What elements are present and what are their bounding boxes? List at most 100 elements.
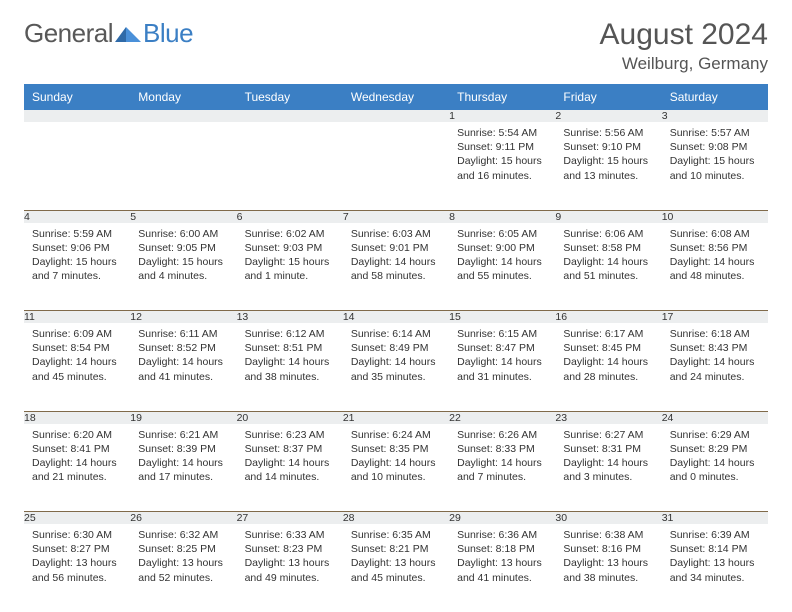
day-number: 27 (237, 512, 343, 524)
day-cell: Sunrise: 6:15 AMSunset: 8:47 PMDaylight:… (449, 323, 555, 411)
day-cell: Sunrise: 6:02 AMSunset: 9:03 PMDaylight:… (237, 223, 343, 311)
daylight-line: Daylight: 14 hours and 7 minutes. (457, 456, 547, 484)
daylight-line: Daylight: 14 hours and 48 minutes. (670, 255, 760, 283)
calendar-table: SundayMondayTuesdayWednesdayThursdayFrid… (24, 84, 768, 612)
day-details: Sunrise: 5:54 AMSunset: 9:11 PMDaylight:… (449, 122, 555, 189)
day-details: Sunrise: 6:14 AMSunset: 8:49 PMDaylight:… (343, 323, 449, 390)
sunset-line: Sunset: 8:41 PM (32, 442, 122, 456)
day-number: 30 (555, 512, 661, 524)
sunrise-line: Sunrise: 6:09 AM (32, 327, 122, 341)
day-details: Sunrise: 6:35 AMSunset: 8:21 PMDaylight:… (343, 524, 449, 591)
day-details: Sunrise: 6:26 AMSunset: 8:33 PMDaylight:… (449, 424, 555, 491)
day-details: Sunrise: 6:09 AMSunset: 8:54 PMDaylight:… (24, 323, 130, 390)
daylight-line: Daylight: 14 hours and 35 minutes. (351, 355, 441, 383)
day-number: 24 (662, 412, 768, 424)
daylight-line: Daylight: 14 hours and 45 minutes. (32, 355, 122, 383)
daylight-line: Daylight: 13 hours and 41 minutes. (457, 556, 547, 584)
day-content-row: Sunrise: 5:59 AMSunset: 9:06 PMDaylight:… (24, 223, 768, 311)
daylight-line: Daylight: 14 hours and 28 minutes. (563, 355, 653, 383)
day-header: Wednesday (343, 84, 449, 110)
day-details: Sunrise: 6:06 AMSunset: 8:58 PMDaylight:… (555, 223, 661, 290)
daylight-line: Daylight: 14 hours and 21 minutes. (32, 456, 122, 484)
daylight-line: Daylight: 14 hours and 58 minutes. (351, 255, 441, 283)
day-cell (130, 122, 236, 210)
day-cell: Sunrise: 6:20 AMSunset: 8:41 PMDaylight:… (24, 424, 130, 512)
day-cell: Sunrise: 6:35 AMSunset: 8:21 PMDaylight:… (343, 524, 449, 612)
sunset-line: Sunset: 9:03 PM (245, 241, 335, 255)
sunset-line: Sunset: 9:01 PM (351, 241, 441, 255)
sunrise-line: Sunrise: 6:32 AM (138, 528, 228, 542)
day-header-row: SundayMondayTuesdayWednesdayThursdayFrid… (24, 84, 768, 110)
title-block: August 2024 Weilburg, Germany (600, 18, 768, 74)
sunrise-line: Sunrise: 6:26 AM (457, 428, 547, 442)
day-cell: Sunrise: 6:17 AMSunset: 8:45 PMDaylight:… (555, 323, 661, 411)
day-number: 22 (449, 412, 555, 424)
day-details: Sunrise: 6:12 AMSunset: 8:51 PMDaylight:… (237, 323, 343, 390)
day-cell: Sunrise: 6:26 AMSunset: 8:33 PMDaylight:… (449, 424, 555, 512)
daylight-line: Daylight: 13 hours and 56 minutes. (32, 556, 122, 584)
sunset-line: Sunset: 8:45 PM (563, 341, 653, 355)
daylight-line: Daylight: 14 hours and 10 minutes. (351, 456, 441, 484)
sunrise-line: Sunrise: 6:20 AM (32, 428, 122, 442)
day-number: 26 (130, 512, 236, 524)
day-details: Sunrise: 6:29 AMSunset: 8:29 PMDaylight:… (662, 424, 768, 491)
sunset-line: Sunset: 8:54 PM (32, 341, 122, 355)
day-details: Sunrise: 6:15 AMSunset: 8:47 PMDaylight:… (449, 323, 555, 390)
day-details: Sunrise: 6:32 AMSunset: 8:25 PMDaylight:… (130, 524, 236, 591)
day-number: 7 (343, 211, 449, 223)
sunrise-line: Sunrise: 6:02 AM (245, 227, 335, 241)
day-number: 12 (130, 311, 236, 323)
day-number: 5 (130, 211, 236, 223)
day-cell: Sunrise: 6:09 AMSunset: 8:54 PMDaylight:… (24, 323, 130, 411)
sunrise-line: Sunrise: 6:36 AM (457, 528, 547, 542)
daylight-line: Daylight: 14 hours and 41 minutes. (138, 355, 228, 383)
daylight-line: Daylight: 15 hours and 7 minutes. (32, 255, 122, 283)
sunrise-line: Sunrise: 6:38 AM (563, 528, 653, 542)
sunset-line: Sunset: 8:16 PM (563, 542, 653, 556)
sunset-line: Sunset: 8:31 PM (563, 442, 653, 456)
day-cell: Sunrise: 6:29 AMSunset: 8:29 PMDaylight:… (662, 424, 768, 512)
sunrise-line: Sunrise: 6:23 AM (245, 428, 335, 442)
day-content-row: Sunrise: 6:09 AMSunset: 8:54 PMDaylight:… (24, 323, 768, 411)
empty-day (24, 110, 130, 122)
daynum-row: 25262728293031 (24, 512, 768, 524)
daylight-line: Daylight: 15 hours and 1 minute. (245, 255, 335, 283)
empty-day (237, 110, 343, 122)
day-cell: Sunrise: 5:59 AMSunset: 9:06 PMDaylight:… (24, 223, 130, 311)
daynum-row: 18192021222324 (24, 412, 768, 424)
day-content-row: Sunrise: 6:30 AMSunset: 8:27 PMDaylight:… (24, 524, 768, 612)
day-details: Sunrise: 6:27 AMSunset: 8:31 PMDaylight:… (555, 424, 661, 491)
daylight-line: Daylight: 13 hours and 38 minutes. (563, 556, 653, 584)
daylight-line: Daylight: 14 hours and 51 minutes. (563, 255, 653, 283)
day-cell: Sunrise: 6:05 AMSunset: 9:00 PMDaylight:… (449, 223, 555, 311)
daylight-line: Daylight: 14 hours and 0 minutes. (670, 456, 760, 484)
sunrise-line: Sunrise: 6:27 AM (563, 428, 653, 442)
day-cell: Sunrise: 6:27 AMSunset: 8:31 PMDaylight:… (555, 424, 661, 512)
day-details: Sunrise: 6:39 AMSunset: 8:14 PMDaylight:… (662, 524, 768, 591)
day-number: 29 (449, 512, 555, 524)
logo: General Blue (24, 18, 193, 49)
day-details: Sunrise: 6:02 AMSunset: 9:03 PMDaylight:… (237, 223, 343, 290)
sunset-line: Sunset: 8:35 PM (351, 442, 441, 456)
daylight-line: Daylight: 15 hours and 13 minutes. (563, 154, 653, 182)
sunset-line: Sunset: 9:05 PM (138, 241, 228, 255)
day-cell: Sunrise: 6:06 AMSunset: 8:58 PMDaylight:… (555, 223, 661, 311)
day-details: Sunrise: 5:56 AMSunset: 9:10 PMDaylight:… (555, 122, 661, 189)
sunrise-line: Sunrise: 6:29 AM (670, 428, 760, 442)
sunrise-line: Sunrise: 6:15 AM (457, 327, 547, 341)
location: Weilburg, Germany (600, 54, 768, 74)
day-number: 23 (555, 412, 661, 424)
sunset-line: Sunset: 8:58 PM (563, 241, 653, 255)
daylight-line: Daylight: 13 hours and 49 minutes. (245, 556, 335, 584)
day-header: Monday (130, 84, 236, 110)
day-cell (24, 122, 130, 210)
day-number: 6 (237, 211, 343, 223)
daylight-line: Daylight: 13 hours and 45 minutes. (351, 556, 441, 584)
day-header: Tuesday (237, 84, 343, 110)
sunrise-line: Sunrise: 5:57 AM (670, 126, 760, 140)
sunset-line: Sunset: 9:11 PM (457, 140, 547, 154)
daylight-line: Daylight: 15 hours and 4 minutes. (138, 255, 228, 283)
day-number: 17 (662, 311, 768, 323)
day-cell: Sunrise: 6:33 AMSunset: 8:23 PMDaylight:… (237, 524, 343, 612)
sunrise-line: Sunrise: 6:00 AM (138, 227, 228, 241)
